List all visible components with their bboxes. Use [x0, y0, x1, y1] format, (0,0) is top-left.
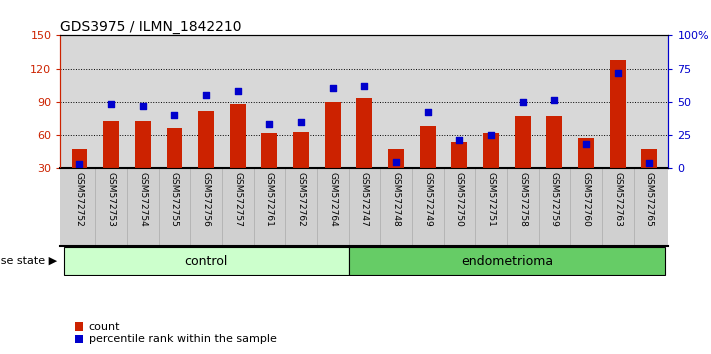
- Text: GSM572755: GSM572755: [170, 172, 179, 227]
- Bar: [230, 104, 246, 168]
- Text: endometrioma: endometrioma: [461, 255, 553, 268]
- Bar: [103, 121, 119, 168]
- Bar: [63, 247, 348, 275]
- Text: GSM572764: GSM572764: [328, 172, 337, 227]
- Bar: [388, 149, 404, 168]
- Text: GSM572754: GSM572754: [138, 172, 147, 227]
- Text: GSM572750: GSM572750: [455, 172, 464, 227]
- Bar: [483, 133, 499, 168]
- Bar: [356, 98, 373, 168]
- Point: [74, 161, 85, 167]
- Text: GSM572751: GSM572751: [486, 172, 496, 227]
- Point: [549, 98, 560, 103]
- Bar: [419, 126, 436, 168]
- Bar: [72, 149, 87, 168]
- Point: [580, 141, 592, 147]
- Text: percentile rank within the sample: percentile rank within the sample: [89, 334, 277, 344]
- Point: [137, 103, 149, 109]
- Point: [295, 119, 306, 125]
- Bar: [641, 149, 657, 168]
- Text: GSM572752: GSM572752: [75, 172, 84, 227]
- Bar: [293, 132, 309, 168]
- Text: control: control: [184, 255, 228, 268]
- Point: [517, 99, 528, 105]
- Point: [264, 121, 275, 127]
- Point: [390, 159, 402, 164]
- Text: GSM572759: GSM572759: [550, 172, 559, 227]
- Bar: [348, 247, 665, 275]
- Text: GSM572747: GSM572747: [360, 172, 369, 227]
- Bar: [578, 138, 594, 168]
- Bar: [610, 60, 626, 168]
- Text: GSM572762: GSM572762: [296, 172, 306, 227]
- Text: GSM572760: GSM572760: [582, 172, 591, 227]
- Point: [643, 160, 655, 166]
- Bar: [135, 121, 151, 168]
- Point: [486, 132, 497, 138]
- Point: [232, 88, 243, 94]
- Text: count: count: [89, 322, 120, 332]
- Text: GSM572763: GSM572763: [613, 172, 622, 227]
- Bar: [515, 116, 530, 168]
- Text: GSM572761: GSM572761: [265, 172, 274, 227]
- Text: GSM572748: GSM572748: [392, 172, 400, 227]
- Text: GDS3975 / ILMN_1842210: GDS3975 / ILMN_1842210: [60, 21, 242, 34]
- Text: GSM572757: GSM572757: [233, 172, 242, 227]
- Point: [358, 83, 370, 88]
- Point: [612, 70, 624, 75]
- Text: GSM572758: GSM572758: [518, 172, 527, 227]
- Text: GSM572765: GSM572765: [645, 172, 654, 227]
- Bar: [451, 142, 467, 168]
- Text: GSM572749: GSM572749: [423, 172, 432, 227]
- Point: [201, 92, 212, 98]
- Point: [454, 137, 465, 143]
- Bar: [198, 110, 214, 168]
- Point: [422, 110, 434, 115]
- Point: [327, 86, 338, 91]
- Text: GSM572753: GSM572753: [107, 172, 116, 227]
- Bar: [262, 133, 277, 168]
- Bar: [166, 128, 182, 168]
- Text: disease state ▶: disease state ▶: [0, 256, 57, 266]
- Text: GSM572756: GSM572756: [202, 172, 210, 227]
- Point: [169, 112, 180, 118]
- Point: [105, 102, 117, 107]
- Bar: [547, 116, 562, 168]
- Bar: [325, 102, 341, 168]
